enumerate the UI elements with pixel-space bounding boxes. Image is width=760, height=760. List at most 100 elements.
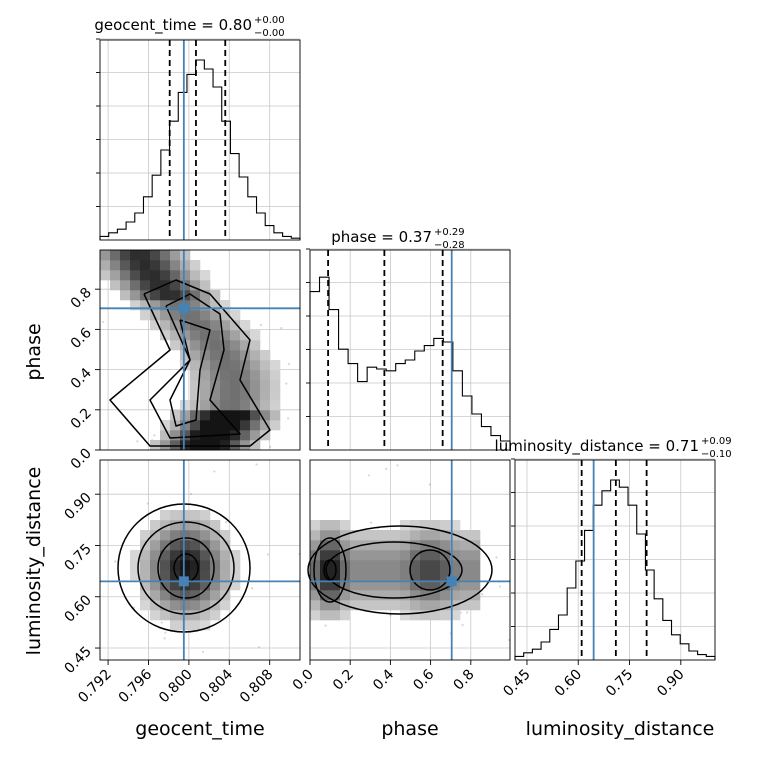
- density-cell: [160, 270, 171, 281]
- density-cell: [170, 560, 181, 571]
- density-cell: [150, 260, 161, 271]
- density-cell: [180, 620, 191, 631]
- density-cell: [250, 420, 261, 431]
- contour-lines: [109, 279, 271, 447]
- density-cell: [420, 560, 431, 571]
- contour: [325, 541, 463, 599]
- density-cell: [200, 570, 211, 581]
- density-cell: [460, 560, 471, 571]
- density-cell: [140, 270, 151, 281]
- density-cell: [150, 290, 161, 301]
- density-cell: [110, 260, 121, 271]
- title-upper-error: +0.09: [701, 436, 732, 447]
- density-cell: [200, 610, 211, 621]
- contour: [169, 319, 211, 427]
- scatter-point: [163, 637, 166, 640]
- density-cell: [190, 620, 201, 631]
- density-cell: [210, 520, 221, 531]
- density-cell: [130, 550, 141, 561]
- density-cell: [160, 590, 171, 601]
- density-cell: [390, 530, 401, 541]
- density-cell: [420, 600, 431, 611]
- panel-1-0: [99, 249, 301, 451]
- density-cell: [250, 390, 261, 401]
- density-cell: [250, 350, 261, 361]
- density-cell: [140, 600, 151, 611]
- density-cell: [430, 540, 441, 551]
- density-cell: [220, 540, 231, 551]
- density-cell: [190, 530, 201, 541]
- density-cell: [440, 570, 451, 581]
- density-cell: [150, 580, 161, 591]
- contour: [409, 549, 451, 591]
- density-cell: [440, 610, 451, 621]
- scatter-point: [498, 585, 502, 588]
- density-cell: [180, 280, 191, 291]
- density-cell: [430, 570, 441, 581]
- density-cell: [200, 350, 211, 361]
- density-cell: [150, 530, 161, 541]
- density-cell: [170, 550, 181, 561]
- density-cell: [250, 340, 261, 351]
- density-cell: [150, 600, 161, 611]
- density-cell: [230, 410, 241, 421]
- density-cell: [360, 550, 371, 561]
- density-cells: [310, 520, 481, 621]
- density-cell: [150, 280, 161, 291]
- density-cell: [470, 530, 481, 541]
- density-cell: [230, 350, 241, 361]
- density-cell: [360, 580, 371, 591]
- density-cell: [240, 390, 251, 401]
- density-cell: [360, 530, 371, 541]
- scatter-point: [257, 646, 260, 649]
- contour: [307, 525, 493, 615]
- density-cell: [170, 260, 181, 271]
- density-cell: [150, 550, 161, 561]
- title-main: phase = 0.37: [331, 228, 432, 246]
- density-cell: [390, 600, 401, 611]
- density-cell: [220, 530, 231, 541]
- density-cell: [260, 420, 271, 431]
- density-cell: [260, 360, 271, 371]
- density-cell: [380, 550, 391, 561]
- density-cell: [450, 590, 461, 601]
- density-cell: [150, 250, 161, 261]
- density-cell: [240, 440, 251, 451]
- x-tick-label: 0.6: [410, 666, 437, 693]
- density-cell: [460, 540, 471, 551]
- density-cell: [180, 420, 191, 431]
- y-tick-label: 0.2: [68, 405, 95, 432]
- density-cell: [170, 510, 181, 521]
- density-cell: [180, 260, 191, 271]
- density-cell: [270, 420, 281, 431]
- scatter-point: [114, 560, 117, 563]
- density-cell: [400, 560, 411, 571]
- density-cell: [460, 590, 471, 601]
- density-cell: [190, 330, 201, 341]
- density-cell: [140, 260, 151, 271]
- density-cell: [320, 580, 331, 591]
- scatter-point: [269, 445, 272, 449]
- density-cell: [190, 580, 201, 591]
- density-cell: [190, 430, 201, 441]
- density-cell: [190, 370, 201, 381]
- density-cell: [160, 250, 171, 261]
- x-tick-label: 0.90: [654, 667, 687, 700]
- density-cell: [200, 330, 211, 341]
- density-cell: [210, 590, 221, 601]
- density-cell: [350, 590, 361, 601]
- density-cell: [410, 580, 421, 591]
- density-cell: [190, 280, 201, 291]
- density-cell: [230, 550, 241, 561]
- contour-lines: [307, 525, 493, 615]
- density-cell: [320, 610, 331, 621]
- density-cell: [180, 610, 191, 621]
- density-cell: [160, 260, 171, 271]
- density-cell: [150, 310, 161, 321]
- density-cell: [330, 600, 341, 611]
- density-cell: [330, 520, 341, 531]
- x-tick-label: 0.75: [603, 667, 636, 700]
- density-cell: [400, 550, 411, 561]
- density-cell: [230, 390, 241, 401]
- density-cell: [160, 300, 171, 311]
